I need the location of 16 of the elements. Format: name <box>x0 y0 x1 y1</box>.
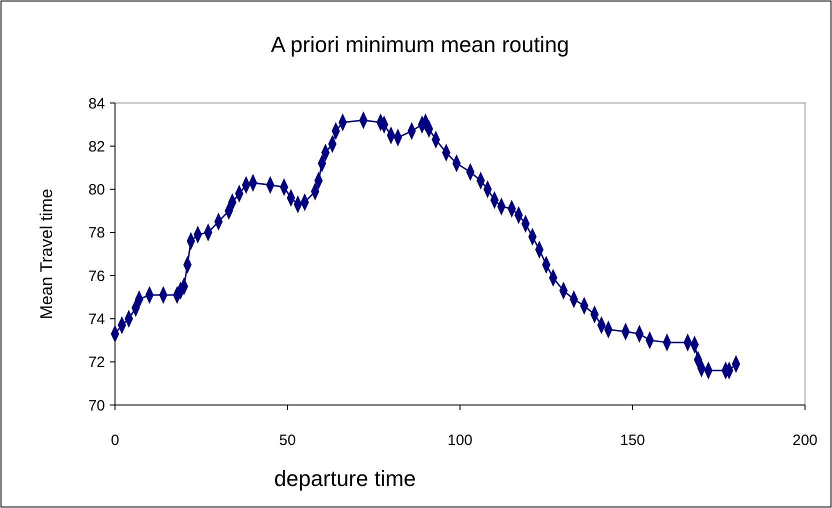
y-tick-label: 80 <box>88 182 105 199</box>
chart-title: A priori minimum mean routing <box>270 32 570 57</box>
y-axis-title: Mean Travel time <box>37 188 56 320</box>
x-tick-label: 100 <box>447 432 473 449</box>
y-tick-label: 70 <box>88 397 105 414</box>
y-tick-label: 76 <box>88 268 105 285</box>
y-tick-label: 78 <box>88 224 105 242</box>
x-tick-label: 50 <box>279 432 296 449</box>
y-tick-label: 74 <box>88 310 105 328</box>
x-tick-label: 200 <box>792 432 818 449</box>
x-tick-label: 150 <box>620 432 646 449</box>
y-tick-label: 82 <box>88 138 105 156</box>
y-tick-label: 84 <box>88 95 105 112</box>
x-tick-label: 0 <box>110 432 120 449</box>
x-axis-title: departure time <box>274 466 416 491</box>
y-tick-label: 72 <box>88 354 105 372</box>
